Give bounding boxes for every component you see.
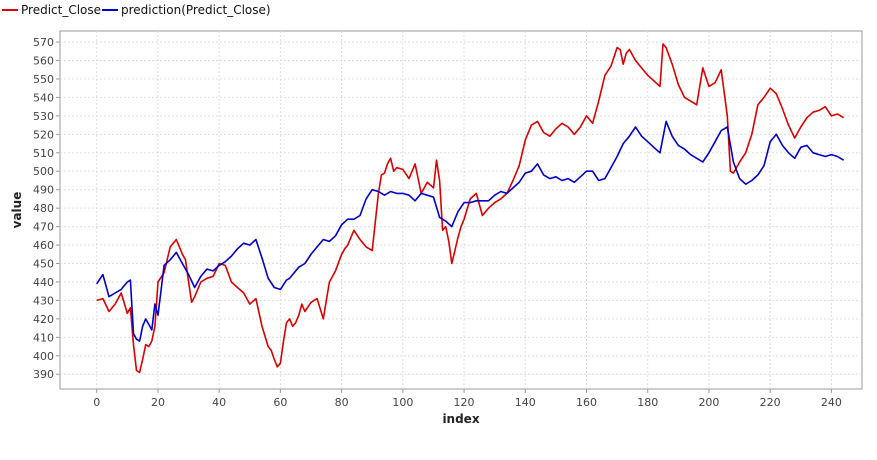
x-tick-label: 220 [760, 396, 781, 409]
x-tick-label: 20 [151, 396, 165, 409]
x-tick-label: 180 [637, 396, 658, 409]
y-tick-label: 510 [33, 147, 54, 160]
y-tick-label: 560 [33, 55, 54, 68]
x-axis-ticks: 0 20 40 60 80 100 120 140 160 180 200 220 240 [93, 389, 842, 409]
y-tick-label: 440 [33, 276, 54, 289]
y-tick-label: 520 [33, 128, 54, 141]
y-tick-label: 570 [33, 36, 54, 49]
y-tick-label: 390 [33, 368, 54, 381]
x-tick-label: 240 [821, 396, 842, 409]
legend: Predict_Close prediction(Predict_Close) [2, 3, 271, 17]
x-tick-label: 160 [576, 396, 597, 409]
y-axis-title: value [10, 192, 24, 229]
y-tick-label: 450 [33, 258, 54, 271]
y-tick-label: 470 [33, 221, 54, 234]
gridlines [60, 31, 862, 389]
x-tick-label: 60 [273, 396, 287, 409]
y-tick-label: 480 [33, 202, 54, 215]
y-tick-label: 430 [33, 294, 54, 307]
legend-item-predict-close: Predict_Close [2, 3, 101, 17]
y-tick-label: 490 [33, 184, 54, 197]
y-tick-label: 410 [33, 331, 54, 344]
x-tick-label: 0 [93, 396, 100, 409]
x-tick-label: 80 [335, 396, 349, 409]
legend-label-predict-close: Predict_Close [21, 3, 101, 17]
y-tick-label: 460 [33, 239, 54, 252]
x-tick-label: 200 [698, 396, 719, 409]
x-axis-title: index [442, 412, 479, 426]
y-tick-label: 540 [33, 91, 54, 104]
x-tick-label: 140 [515, 396, 536, 409]
y-tick-label: 500 [33, 165, 54, 178]
series-line-1 [96, 120, 845, 342]
x-tick-label: 100 [392, 396, 413, 409]
x-tick-label: 40 [212, 396, 226, 409]
y-tick-label: 530 [33, 110, 54, 123]
x-tick-label: 120 [454, 396, 475, 409]
plot-area [59, 30, 863, 390]
y-tick-label: 400 [33, 350, 54, 363]
y-tick-label: 420 [33, 313, 54, 326]
legend-label-prediction: prediction(Predict_Close) [121, 3, 271, 17]
legend-item-prediction: prediction(Predict_Close) [102, 3, 271, 17]
series-layer [96, 43, 845, 374]
y-tick-label: 550 [33, 73, 54, 86]
y-axis-ticks: 390 400 410 420 430 440 450 460 470 480 490 500 510 5… [33, 36, 60, 381]
series-line-0 [96, 43, 845, 374]
